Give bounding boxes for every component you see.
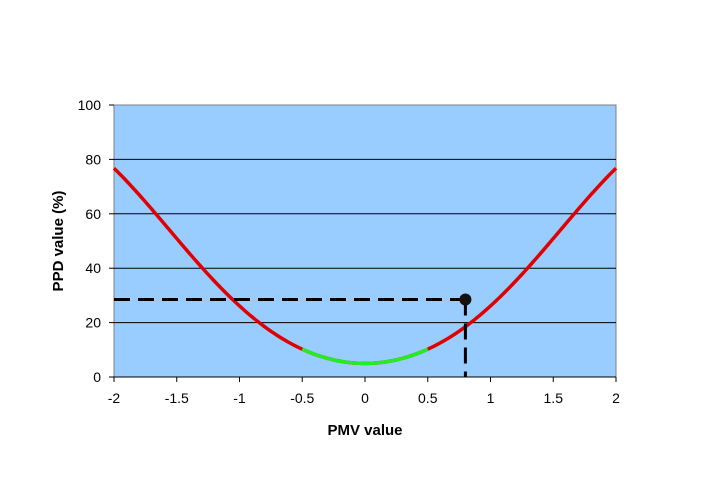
y-tick-label: 80 (85, 151, 101, 167)
comfort-zone-curve (301, 347, 429, 366)
x-tick-label: 1.5 (544, 390, 564, 406)
x-tick-label: -1.5 (165, 390, 189, 406)
y-tick-label: 100 (78, 97, 102, 113)
marked-point (459, 293, 472, 306)
reference-lines (114, 293, 472, 377)
gridlines (114, 158, 616, 324)
x-axis-title: PMV value (327, 422, 402, 439)
y-tick-label: 20 (85, 315, 101, 331)
x-axis-ticks: -2 -1.5 -1 -0.5 0 0.5 1 1.5 2 (108, 377, 620, 406)
y-tick-label: 0 (93, 369, 101, 385)
x-tick-label: -0.5 (290, 390, 314, 406)
y-axis-ticks: 0 20 40 60 80 100 (78, 97, 114, 385)
x-tick-label: -1 (233, 390, 246, 406)
x-tick-label: -2 (108, 390, 121, 406)
y-tick-label: 60 (85, 206, 101, 222)
x-tick-label: 0.5 (418, 390, 438, 406)
y-tick-label: 40 (85, 260, 101, 276)
plot-area (113, 104, 617, 378)
x-tick-label: 1 (487, 390, 495, 406)
y-axis-title: PPD value (%) (50, 191, 67, 292)
curve-layer (112, 166, 618, 366)
x-tick-label: 2 (612, 390, 620, 406)
x-tick-label: 0 (361, 390, 369, 406)
